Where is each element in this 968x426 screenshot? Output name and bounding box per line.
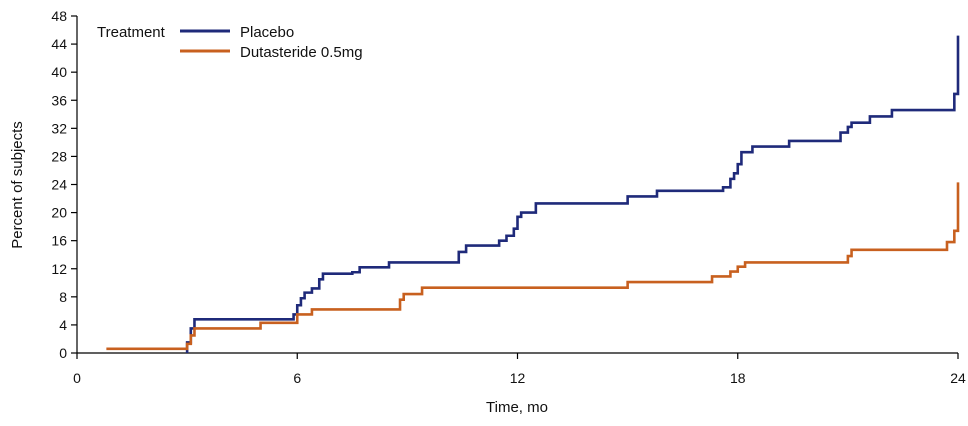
y-tick-label: 40 <box>51 64 67 80</box>
x-tick-label: 18 <box>730 370 746 386</box>
x-tick-label: 6 <box>293 370 301 386</box>
series-line-placebo <box>185 35 960 353</box>
y-tick-label: 48 <box>51 8 67 24</box>
y-tick-label: 8 <box>59 289 67 305</box>
y-tick-label: 20 <box>51 205 67 221</box>
y-tick-label: 32 <box>51 120 67 136</box>
x-tick-label: 0 <box>73 370 81 386</box>
legend-label: Dutasteride 0.5mg <box>240 44 363 61</box>
y-tick-label: 24 <box>51 177 67 193</box>
x-tick-label: 12 <box>510 370 526 386</box>
legend-label: Placebo <box>240 24 294 41</box>
y-tick-label: 12 <box>51 261 67 277</box>
y-tick-label: 0 <box>59 345 67 361</box>
x-axis-title: Time, mo <box>486 399 548 416</box>
y-tick-label: 4 <box>59 317 67 333</box>
x-tick-label: 24 <box>950 370 966 386</box>
y-tick-label: 44 <box>51 36 67 52</box>
series-line-dutasteride-0-5mg <box>106 182 960 351</box>
y-tick-label: 16 <box>51 233 67 249</box>
legend: Treatment Placebo Dutasteride 0.5mg <box>97 24 363 61</box>
legend-title: Treatment <box>97 24 166 41</box>
y-tick-label: 36 <box>51 92 67 108</box>
y-tick-label: 28 <box>51 148 67 164</box>
series-layer <box>106 35 960 353</box>
y-axis-title: Percent of subjects <box>9 121 26 249</box>
